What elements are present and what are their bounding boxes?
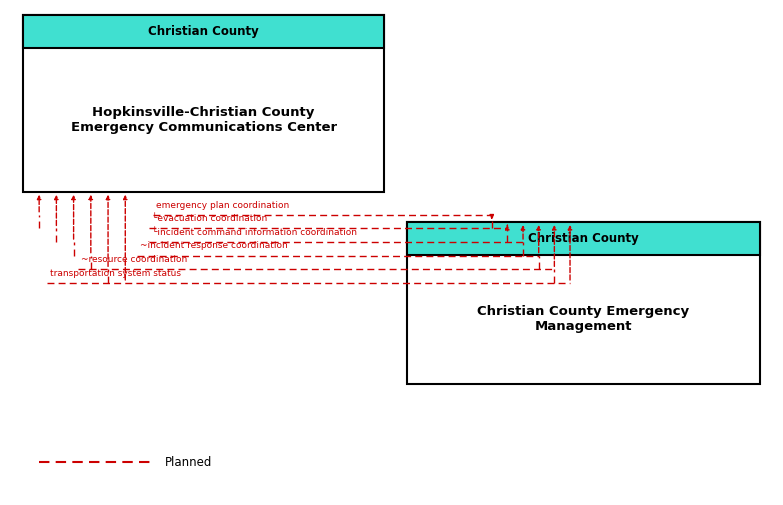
Text: └incident command information coordination: └incident command information coordinati… xyxy=(152,228,357,237)
Bar xyxy=(23,15,384,48)
Bar xyxy=(407,222,760,255)
Text: transportation system status: transportation system status xyxy=(50,269,181,278)
Text: ~resource coordination: ~resource coordination xyxy=(81,255,188,264)
Text: Christian County: Christian County xyxy=(148,25,259,38)
Text: Planned: Planned xyxy=(164,456,212,469)
Bar xyxy=(407,222,760,255)
Text: emergency plan coordination: emergency plan coordination xyxy=(156,200,289,210)
Text: Christian County: Christian County xyxy=(528,232,639,245)
Text: ~incident response coordination: ~incident response coordination xyxy=(140,241,288,250)
Bar xyxy=(407,222,760,384)
Text: Christian County Emergency
Management: Christian County Emergency Management xyxy=(478,306,689,333)
Text: └evacuation coordination: └evacuation coordination xyxy=(152,214,267,223)
Bar xyxy=(23,15,384,48)
Text: Hopkinsville-Christian County
Emergency Communications Center: Hopkinsville-Christian County Emergency … xyxy=(70,106,337,134)
Bar xyxy=(23,15,384,192)
